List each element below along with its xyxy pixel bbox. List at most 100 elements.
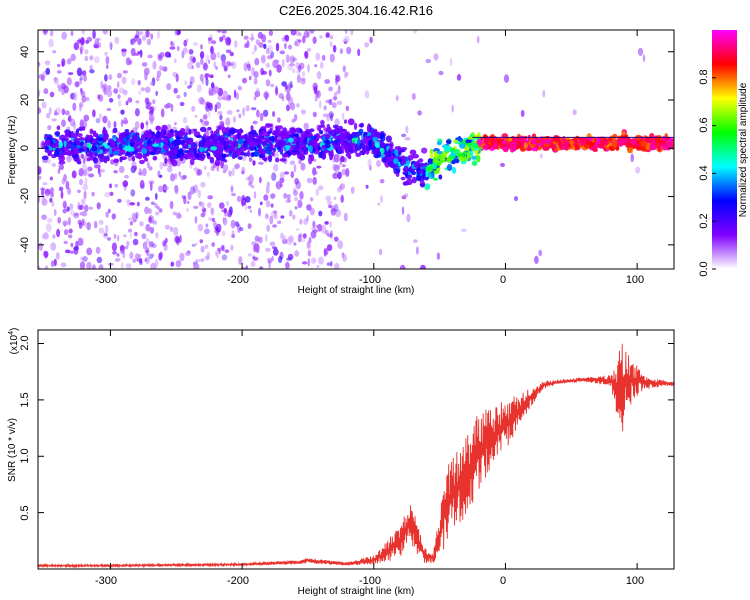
spectrogram-cell [460, 228, 467, 232]
spectrogram-cell [344, 119, 347, 124]
spectrogram-cell [225, 127, 230, 135]
spectrogram-cell [222, 90, 228, 99]
spectrogram-cell [214, 226, 219, 231]
spectrogram-cell [288, 63, 295, 67]
spectrogram-cell [393, 158, 399, 165]
spectrogram-cell [364, 42, 370, 48]
spectrogram-cell [344, 75, 347, 79]
spectrogram-cell [78, 204, 83, 211]
spectrogram-cell [530, 144, 534, 149]
spectrogram-cell [68, 115, 72, 122]
spectrogram-cell [61, 146, 65, 153]
spectrogram-cell [367, 158, 372, 168]
spectrogram-cell [200, 181, 206, 188]
spectrogram-cell [298, 159, 302, 165]
spectrogram-cell [629, 138, 637, 145]
spectrogram-cell [296, 74, 301, 84]
spectrogram-cell [81, 95, 87, 103]
spectrogram-cell [312, 220, 316, 228]
spectrogram-cell [316, 165, 322, 169]
spectrogram-cell [329, 41, 333, 48]
spectrogram-cell [430, 172, 435, 178]
spectrogram-cell [406, 213, 411, 223]
spectrogram-cell [206, 172, 210, 177]
spectrogram-cell [618, 137, 626, 144]
spectrogram-cell [401, 133, 407, 138]
spectrogram-cell [260, 67, 264, 76]
spectrogram-cell [204, 120, 210, 126]
spectrogram-cell [486, 143, 492, 150]
spectrogram-cell [113, 147, 120, 151]
spectrogram-cell [145, 121, 149, 126]
spectrogram-cell [53, 77, 59, 85]
spectrogram-cell [393, 167, 398, 175]
spectrogram-cell [157, 185, 164, 193]
spectrogram-cell [124, 174, 129, 179]
spectrogram-cell [244, 43, 248, 49]
spectrogram-cell [580, 138, 585, 143]
spectrogram-cell [637, 47, 644, 56]
spectrogram-cell [315, 188, 320, 197]
spectrogram-cell [322, 135, 326, 142]
spectrogram-cell [265, 62, 271, 68]
spectrogram-cell [134, 52, 140, 56]
spectrogram-cell [261, 157, 268, 161]
spectrogram-xtick-label: 0 [500, 274, 506, 286]
spectrogram-cell [322, 113, 329, 118]
spectrogram-cell [345, 105, 349, 112]
spectrogram-cell [361, 150, 367, 154]
spectrogram-cell [275, 130, 281, 137]
spectrogram-cell [80, 141, 84, 146]
spectrogram-cell [609, 138, 613, 142]
spectrogram-cell [295, 30, 300, 36]
spectrogram-cell [238, 256, 243, 265]
spectrogram-cell [103, 87, 108, 96]
spectrogram-cell [81, 211, 88, 217]
spectrogram-cell [326, 244, 333, 252]
spectrogram-cell [49, 30, 54, 37]
spectrogram-cell [154, 133, 161, 140]
spectrogram-cell [63, 140, 67, 148]
spectrogram-cell [325, 195, 332, 201]
spectrogram-cell [225, 49, 232, 54]
spectrogram-cell [73, 246, 80, 251]
spectrogram-cell [286, 104, 290, 112]
spectrogram-cell [82, 184, 88, 191]
spectrogram-cell [53, 112, 59, 116]
spectrogram-cell [88, 206, 94, 210]
spectrogram-cell [436, 141, 442, 146]
spectrogram-cell [369, 36, 373, 44]
spectrogram-cell [186, 208, 189, 212]
spectrogram-cell [315, 52, 321, 61]
spectrogram-xtick-label: -100 [359, 274, 381, 286]
spectrogram-cell [377, 202, 380, 206]
spectrogram-cell [497, 139, 503, 145]
spectrogram-cell [84, 177, 88, 186]
spectrogram-cell [195, 153, 200, 158]
spectrogram-cell [85, 168, 90, 176]
spectrogram-cell [458, 156, 464, 162]
spectrogram-cell [321, 151, 326, 158]
spectrogram-cell [270, 210, 277, 217]
spectrogram-cell [277, 117, 281, 123]
spectrogram-cell [293, 187, 297, 193]
spectrogram-cell [197, 169, 203, 176]
spectrogram-cell [251, 67, 255, 76]
spectrogram-cell [145, 238, 150, 244]
spectrogram-cell [83, 169, 87, 177]
spectrogram-cell [225, 132, 230, 137]
spectrogram-cell [222, 34, 226, 39]
spectrogram-cell [70, 242, 74, 248]
spectrogram-cell [131, 212, 138, 219]
spectrogram-cell [236, 109, 240, 113]
spectrogram-cell [219, 114, 223, 121]
spectrogram-cell [310, 197, 314, 202]
spectrogram-cell [273, 136, 278, 141]
spectrogram-cell [314, 144, 318, 151]
spectrogram-cell [145, 196, 150, 201]
spectrogram-cell [276, 64, 282, 73]
spectrogram-cell [83, 74, 87, 82]
spectrogram-cell [343, 41, 348, 45]
spectrogram-cell [79, 78, 82, 85]
spectrogram-cell [446, 164, 453, 171]
